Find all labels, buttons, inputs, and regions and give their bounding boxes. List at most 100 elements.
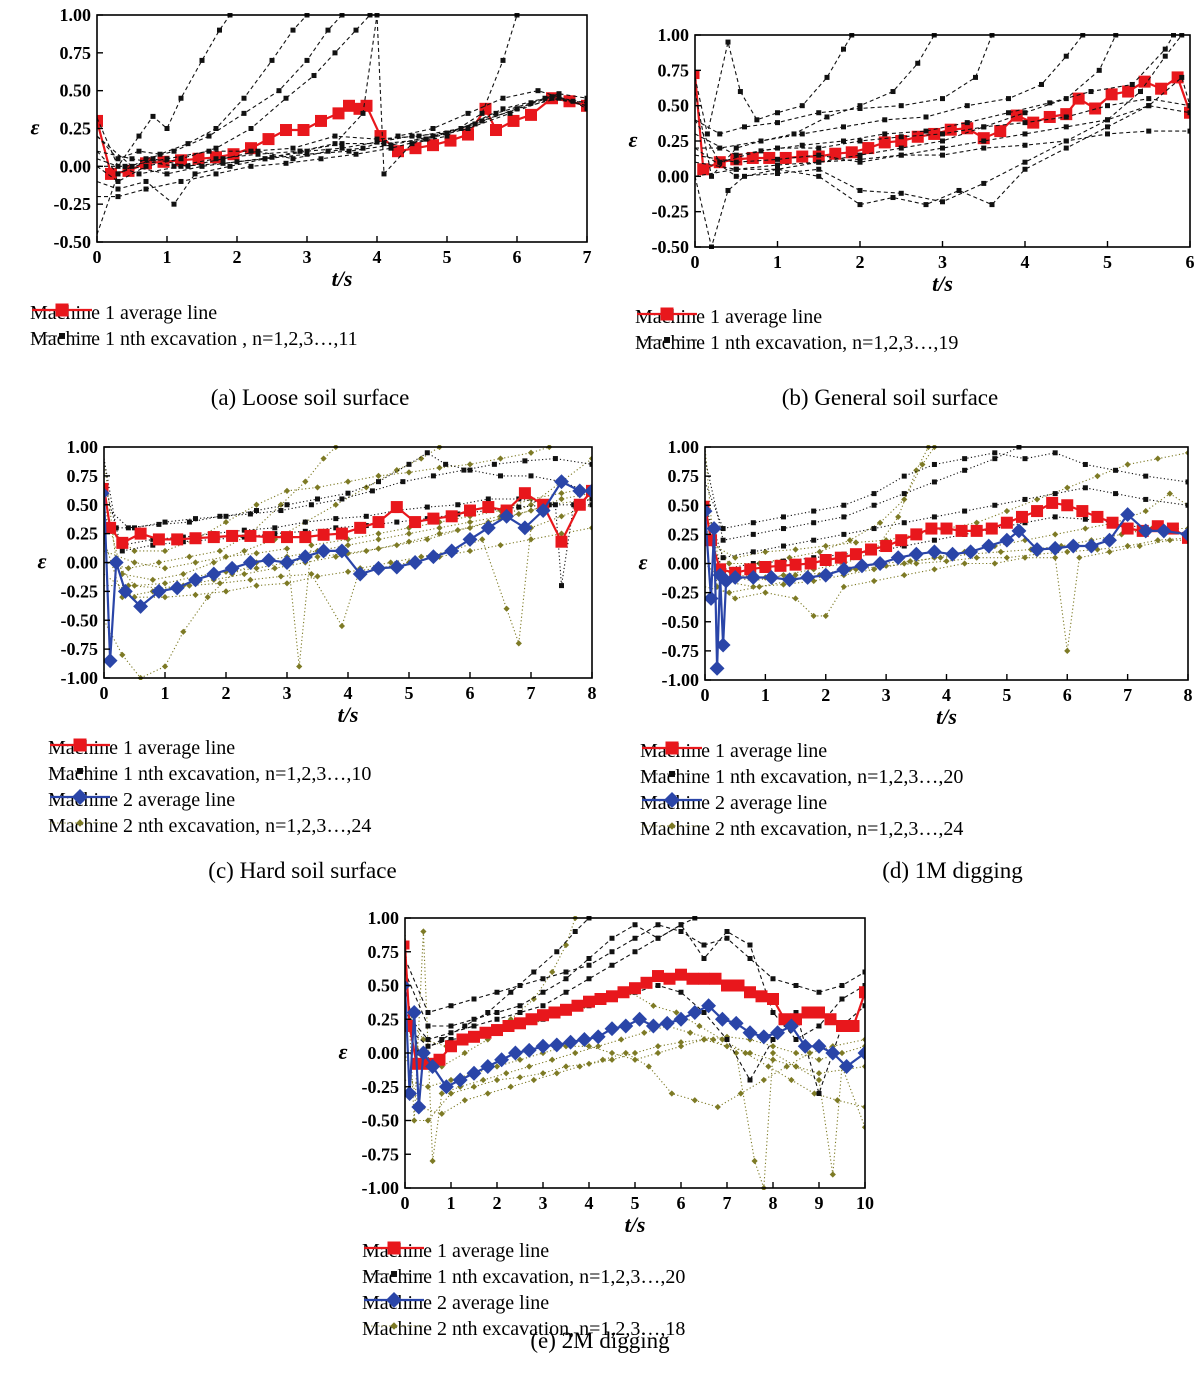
series-line-e-1 xyxy=(405,917,576,1068)
legend-label: Machine 2 average line xyxy=(640,791,828,814)
data-point xyxy=(528,100,534,106)
data-point xyxy=(981,538,997,554)
data-point xyxy=(517,1003,523,1009)
data-point xyxy=(272,525,278,531)
data-point xyxy=(213,145,219,151)
data-point xyxy=(119,651,126,658)
data-point xyxy=(409,141,415,147)
data-point xyxy=(315,496,320,502)
data-point xyxy=(119,570,126,578)
data-point xyxy=(1006,110,1011,116)
y-axis-title: ε xyxy=(638,550,647,575)
data-point xyxy=(698,972,710,985)
legend-marker xyxy=(71,788,89,806)
data-point xyxy=(178,178,184,184)
data-point xyxy=(136,148,142,154)
data-point xyxy=(438,1079,454,1095)
data-point xyxy=(770,1037,776,1042)
data-point xyxy=(687,1029,694,1036)
data-point xyxy=(131,582,138,589)
data-point xyxy=(315,114,327,127)
data-point xyxy=(283,545,291,552)
y-tick-label: 0.00 xyxy=(668,554,700,574)
y-tick-label: -0.25 xyxy=(362,1077,400,1097)
data-point xyxy=(857,1045,865,1061)
data-point xyxy=(1162,46,1168,52)
data-point xyxy=(427,512,440,525)
data-point xyxy=(845,146,858,159)
data-point xyxy=(392,145,404,158)
data-point xyxy=(728,1015,744,1031)
data-point xyxy=(485,496,491,502)
data-point xyxy=(961,122,974,135)
data-point xyxy=(913,560,920,567)
data-point xyxy=(425,1010,431,1015)
data-point xyxy=(245,142,257,155)
data-point xyxy=(780,514,786,520)
series-line-a-2 xyxy=(97,14,308,160)
data-point xyxy=(472,121,478,127)
data-point xyxy=(178,163,184,169)
data-point xyxy=(494,1016,500,1022)
data-point xyxy=(940,138,945,144)
data-point xyxy=(436,464,443,471)
data-point xyxy=(775,120,780,126)
data-point xyxy=(1146,103,1152,109)
x-tick-label: 2 xyxy=(821,685,830,705)
data-point xyxy=(318,156,324,162)
data-point xyxy=(152,533,165,546)
data-point xyxy=(115,156,121,162)
data-point xyxy=(880,540,893,553)
data-point xyxy=(199,57,205,63)
data-point xyxy=(898,190,904,196)
data-point xyxy=(717,131,723,137)
data-point xyxy=(436,524,443,531)
data-point xyxy=(456,1033,469,1046)
data-point xyxy=(439,1037,445,1042)
y-tick-label: 0.75 xyxy=(60,43,92,63)
legend-marker xyxy=(660,307,674,321)
data-point xyxy=(733,152,739,158)
data-point xyxy=(180,628,187,635)
data-point xyxy=(537,1009,549,1022)
data-point xyxy=(375,472,382,479)
data-point xyxy=(999,532,1015,548)
data-point xyxy=(962,508,968,514)
data-point xyxy=(742,1025,758,1041)
data-point xyxy=(549,968,556,976)
data-point xyxy=(241,534,247,540)
data-point xyxy=(1021,554,1029,561)
legend-marker xyxy=(664,337,670,343)
data-point xyxy=(525,108,537,121)
data-point xyxy=(1022,159,1028,165)
data-point xyxy=(304,57,310,63)
data-point xyxy=(862,983,865,988)
data-point xyxy=(558,495,565,503)
data-point xyxy=(563,989,569,995)
y-tick-label: 0.75 xyxy=(368,942,400,962)
data-point xyxy=(248,163,254,169)
data-point xyxy=(852,566,860,573)
x-axis-title: t/s xyxy=(625,1212,646,1237)
data-point xyxy=(992,456,998,462)
legend-symbol xyxy=(50,819,110,827)
data-point xyxy=(332,133,338,139)
data-point xyxy=(213,126,219,131)
data-point xyxy=(269,154,275,160)
data-point xyxy=(193,516,198,522)
x-tick-label: 5 xyxy=(1002,685,1011,705)
data-point xyxy=(531,969,537,975)
data-point xyxy=(673,1009,680,1016)
data-point xyxy=(744,986,756,999)
data-point xyxy=(1063,138,1069,144)
data-point xyxy=(125,525,131,531)
data-point xyxy=(962,467,968,473)
data-point xyxy=(898,145,904,151)
data-point xyxy=(1039,81,1044,87)
data-point xyxy=(405,538,413,545)
data-point xyxy=(586,962,592,968)
data-point xyxy=(494,989,500,995)
data-point xyxy=(136,171,142,177)
data-point xyxy=(517,1010,523,1015)
data-point xyxy=(973,554,980,561)
